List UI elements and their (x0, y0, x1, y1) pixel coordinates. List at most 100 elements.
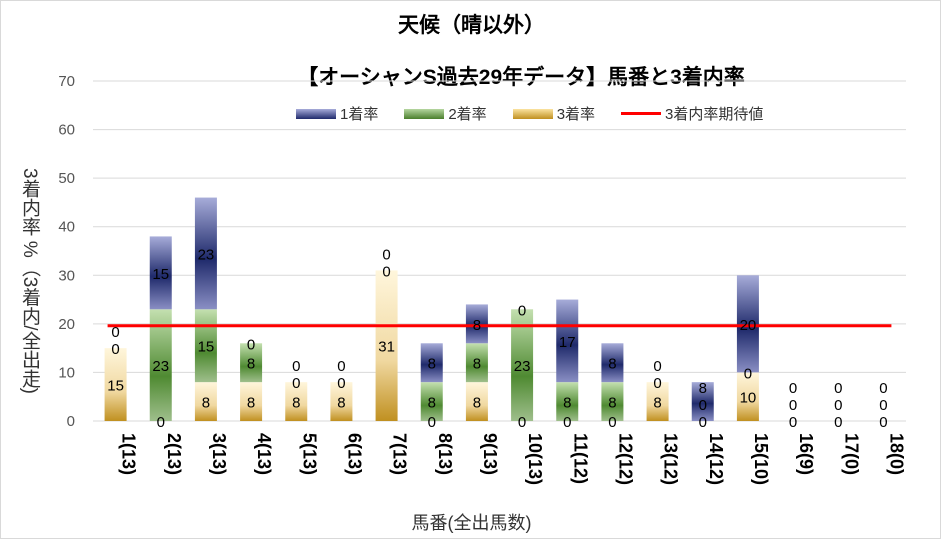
x-tick-label: 11(12) (570, 433, 590, 484)
data-label: 8 (428, 356, 436, 373)
data-label: 0 (789, 380, 797, 397)
y-axis-title: 3着内率 %（3着内/全出走) (19, 168, 40, 394)
data-label: 15 (198, 339, 215, 356)
bar-segment-1st (420, 343, 443, 383)
y-tick-label: 10 (58, 364, 75, 381)
x-tick-label: 14(12) (706, 433, 726, 485)
data-label: 0 (653, 358, 661, 375)
bar-segment-2nd (240, 343, 263, 383)
legend: 1着率 2着率 3着率 3着内率期待値 (296, 103, 763, 124)
data-label: 0 (563, 414, 571, 431)
x-tick-label: 2(13) (164, 433, 184, 475)
legend-swatch (404, 108, 445, 119)
data-label: 23 (152, 358, 169, 375)
data-label: 8 (699, 380, 707, 397)
chart-subtitle: 【オーシャンS過去29年データ】馬番と3着内率 (297, 66, 745, 89)
bar-segment-3rd (736, 372, 759, 421)
data-label: 8 (428, 395, 436, 412)
legend-label: 2着率 (448, 106, 487, 123)
data-label: 0 (428, 414, 436, 431)
data-label: 23 (198, 246, 215, 263)
x-tick-label: 17(0) (841, 433, 861, 475)
data-label: 8 (202, 395, 210, 412)
data-label: 0 (653, 375, 661, 392)
data-label: 0 (247, 336, 255, 353)
bar-segment-3rd (194, 382, 217, 421)
legend-label: 3着内率期待値 (665, 106, 764, 123)
data-label: 0 (337, 358, 345, 375)
bar-segment-1st (691, 382, 714, 421)
data-label: 0 (699, 397, 707, 414)
x-tick-label: 8(13) (435, 433, 455, 475)
y-tick-label: 30 (58, 267, 75, 284)
x-tick-label: 12(12) (615, 433, 635, 485)
bar-segment-3rd (465, 382, 488, 421)
x-tick-label: 15(10) (751, 433, 771, 485)
x-axis-title: 馬番(全出馬数) (411, 513, 532, 533)
data-label: 31 (378, 339, 395, 356)
bar-segment-1st (194, 197, 217, 310)
y-tick-label: 60 (58, 122, 75, 139)
data-label: 0 (699, 414, 707, 431)
data-label: 15 (107, 378, 124, 395)
data-label: 0 (292, 375, 300, 392)
legend-label: 1着率 (340, 106, 379, 123)
bar-segment-1st (601, 343, 624, 383)
x-tick-label: 3(13) (209, 433, 229, 475)
bar-segment-2nd (420, 382, 443, 421)
data-label: 17 (559, 334, 576, 351)
bar-segment-1st (465, 304, 488, 344)
bar-segment-3rd (104, 348, 127, 421)
bar-segment-3rd (646, 382, 669, 421)
y-tick-label: 0 (67, 413, 75, 430)
data-label: 0 (608, 414, 616, 431)
x-tick-label: 6(13) (344, 433, 364, 475)
data-label: 15 (152, 266, 169, 283)
bar-segment-3rd (375, 270, 398, 421)
data-label: 0 (157, 414, 165, 431)
legend-swatch (512, 108, 553, 119)
x-tick-label: 18(0) (886, 433, 906, 475)
data-label: 0 (292, 358, 300, 375)
legend-label: 3着率 (556, 106, 596, 123)
data-label: 0 (879, 397, 887, 414)
data-label: 0 (744, 365, 752, 382)
x-tick-label: 1(13) (119, 433, 139, 475)
y-tick-label: 40 (58, 219, 75, 236)
data-label: 8 (473, 317, 481, 334)
bar-segment-3rd (240, 382, 263, 421)
data-label: 0 (834, 414, 842, 431)
y-tick-label: 70 (58, 73, 75, 90)
bar-segment-1st (149, 236, 172, 310)
chart-title: 天候（晴以外） (398, 14, 545, 37)
legend-item-2nd: 2着率 (404, 103, 487, 124)
bar-segment-2nd (149, 309, 172, 421)
legend-item-expected: 3着内率期待値 (621, 103, 763, 124)
bar-segment-1st (736, 275, 759, 373)
data-label: 0 (879, 414, 887, 431)
data-label: 0 (789, 397, 797, 414)
data-label: 0 (382, 263, 390, 280)
data-label: 8 (473, 395, 481, 412)
legend-line (621, 112, 662, 115)
bar-segment-3rd (330, 382, 353, 421)
data-label: 8 (563, 395, 571, 412)
y-tick-label: 20 (58, 316, 75, 333)
bar-segment-2nd (601, 382, 624, 421)
data-label: 8 (653, 395, 661, 412)
data-label: 0 (111, 341, 119, 358)
legend-item-3rd: 3着率 (512, 103, 596, 124)
bar-segment-2nd (556, 382, 579, 421)
data-label: 0 (382, 246, 390, 263)
legend-item-1st: 1着率 (296, 103, 378, 124)
data-label: 8 (247, 356, 255, 373)
data-label: 8 (608, 356, 616, 373)
bar-segment-2nd (194, 309, 217, 383)
data-label: 0 (518, 414, 526, 431)
x-tick-label: 4(13) (254, 433, 274, 475)
x-tick-label: 9(13) (480, 433, 500, 475)
bar-segment-2nd (511, 309, 534, 421)
legend-swatch (296, 108, 336, 119)
